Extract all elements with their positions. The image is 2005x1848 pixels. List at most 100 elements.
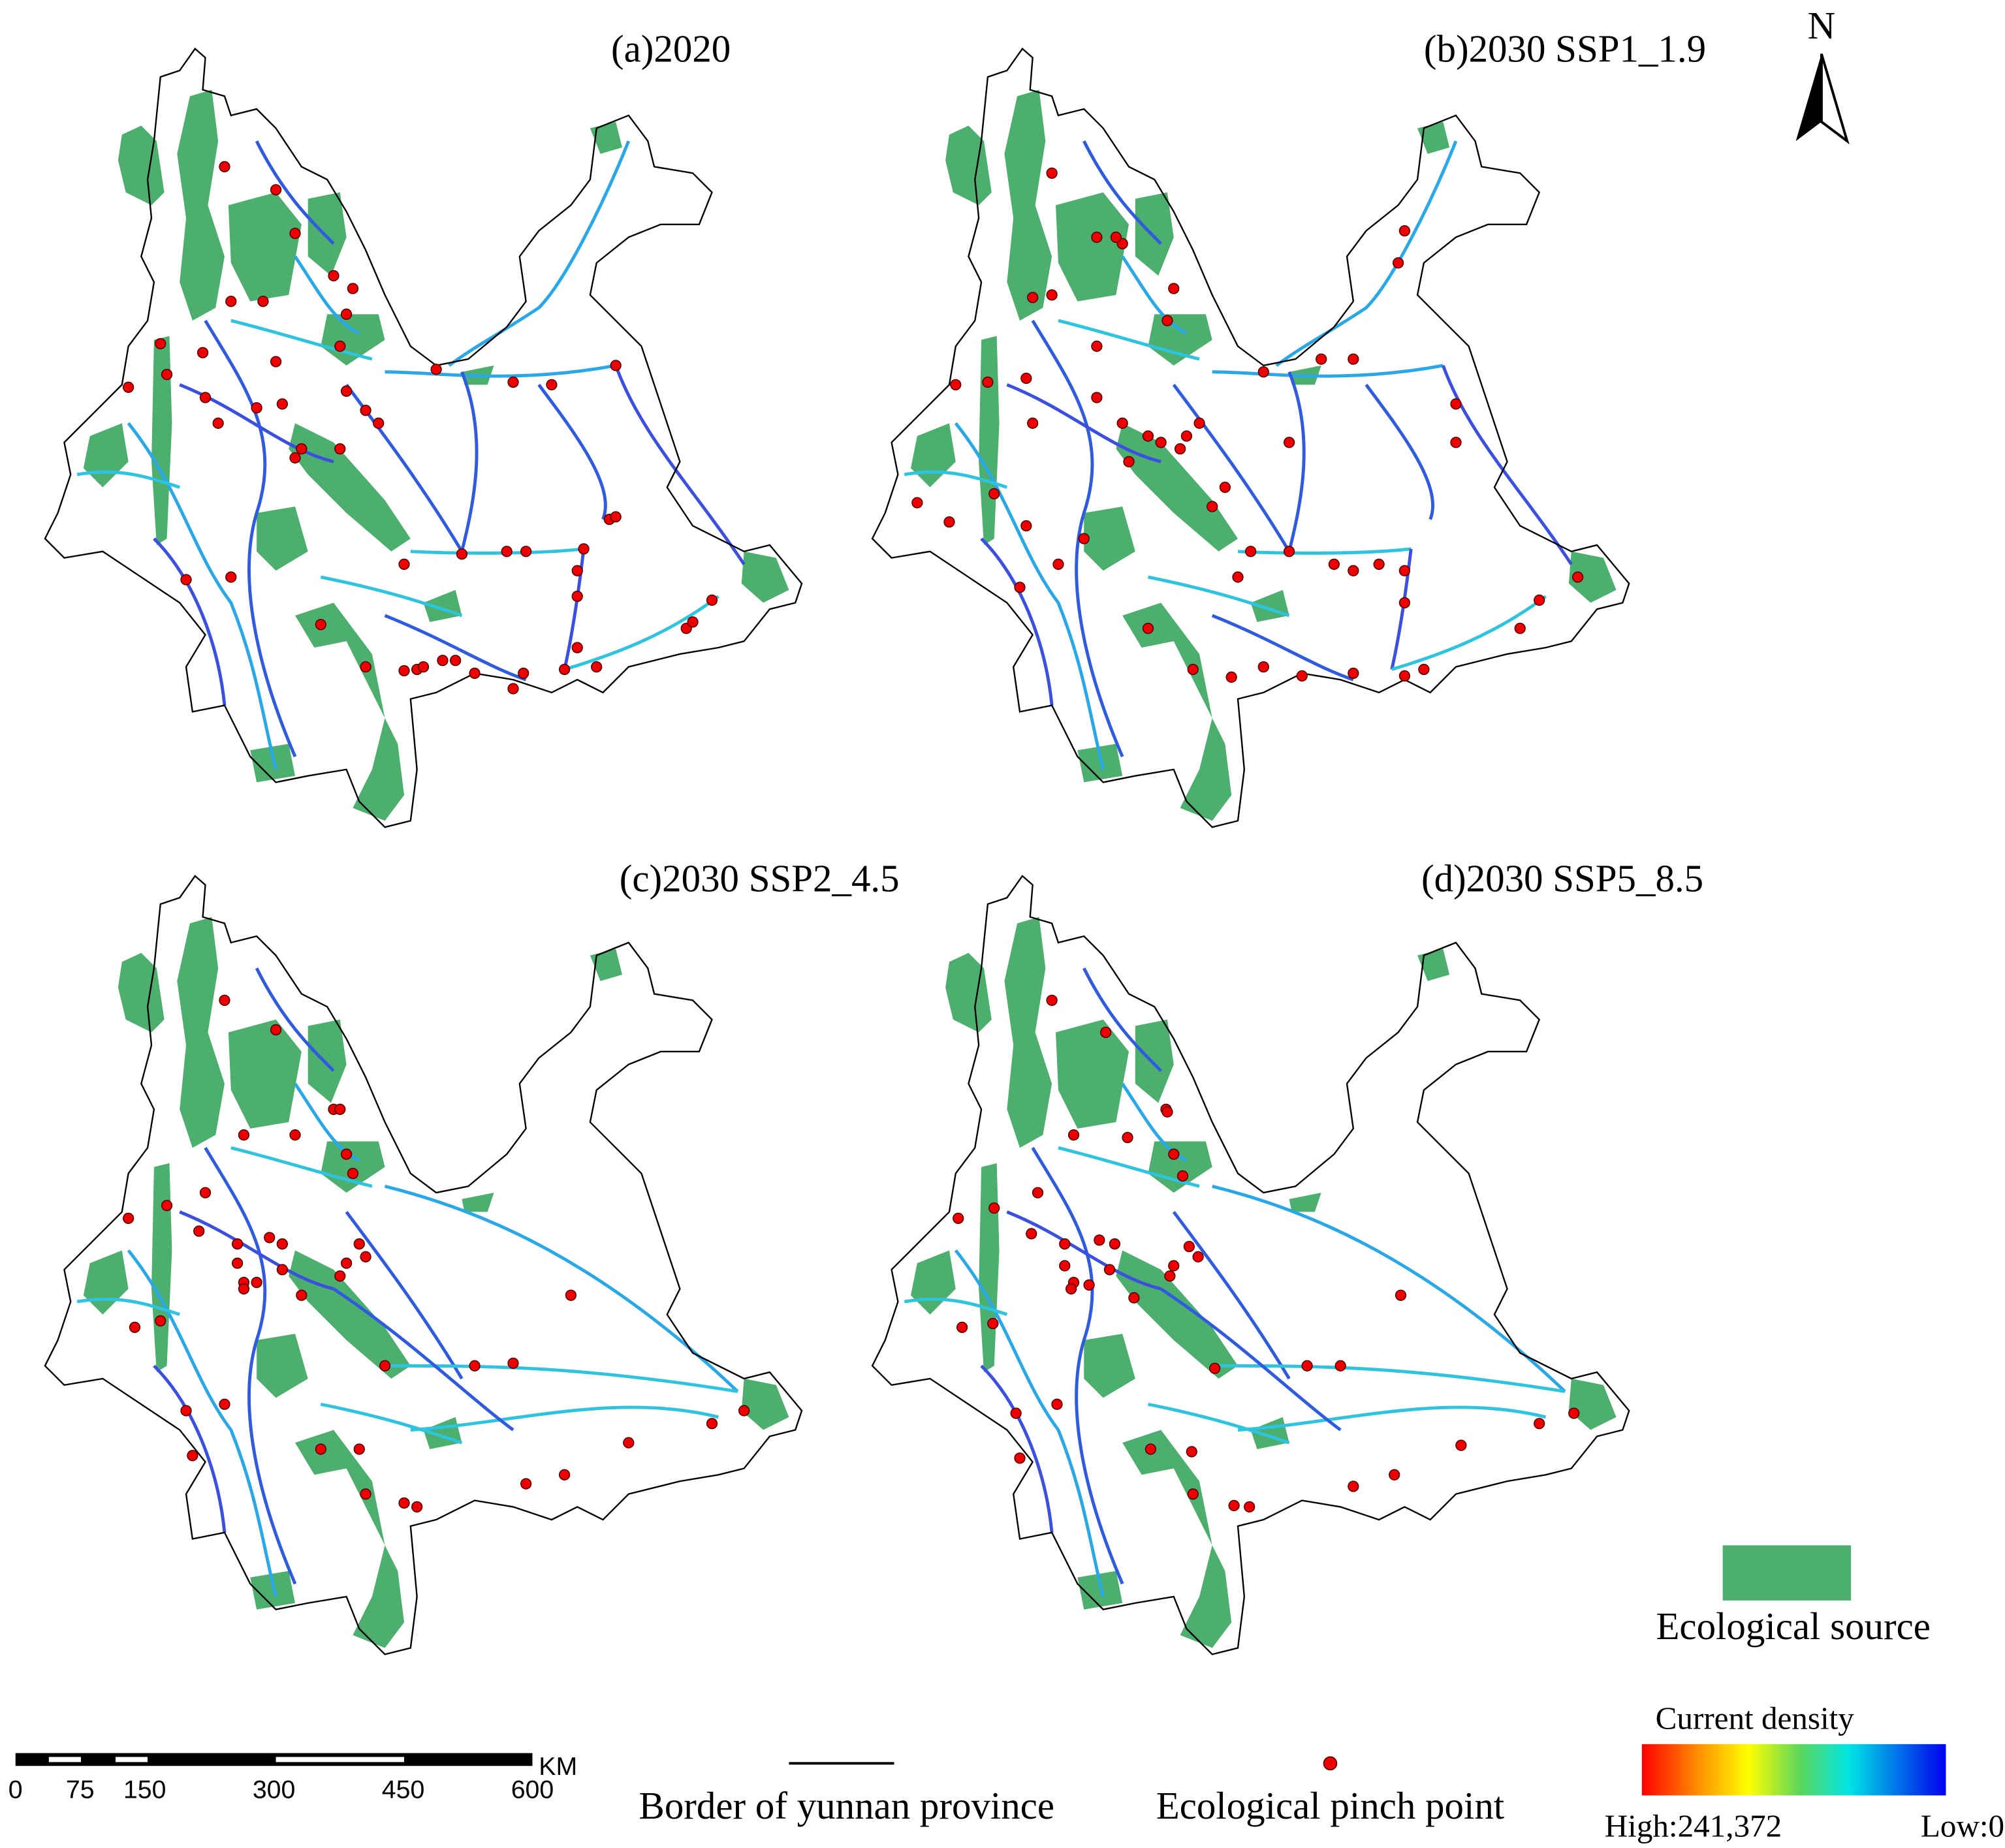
pinch-point	[738, 1405, 750, 1417]
pinch-point	[911, 497, 923, 509]
pinch-point	[1046, 994, 1058, 1007]
pinch-point	[289, 452, 301, 464]
pinch-point	[571, 642, 583, 653]
pinch-point	[1122, 1131, 1133, 1144]
pinch-point	[398, 558, 410, 571]
pinch-point	[1032, 1187, 1044, 1198]
pinch-point	[315, 619, 326, 631]
pinch-point	[1348, 353, 1359, 365]
pinch-point	[1207, 501, 1218, 512]
scale-bar: KM 0 75 150 300 450 600	[8, 1752, 577, 1804]
pinch-point	[1225, 671, 1237, 683]
scale-unit: KM	[539, 1752, 577, 1781]
pinch-point	[520, 546, 532, 557]
pinch-point	[411, 1501, 423, 1513]
pinch-point	[687, 616, 699, 628]
pinch-point	[1100, 1026, 1112, 1039]
pinch-point	[1014, 582, 1026, 593]
pinch-point	[328, 270, 339, 282]
pinch-point	[340, 308, 353, 320]
pinch-point	[1174, 443, 1186, 455]
pinch-point	[988, 1202, 1000, 1214]
pinch-point	[1283, 546, 1295, 557]
pinch-point	[289, 1129, 301, 1141]
pinch-point	[706, 594, 718, 606]
pinch-point	[1128, 1292, 1140, 1304]
pinch-point	[1187, 663, 1199, 676]
pinch-point	[1232, 571, 1244, 583]
pinch-point	[1257, 661, 1269, 673]
pinch-point	[1395, 1289, 1407, 1301]
pinch-point	[1348, 1480, 1359, 1492]
pinch-point	[225, 571, 237, 583]
pinch-point	[251, 1276, 262, 1289]
pinch-point	[1051, 1398, 1063, 1410]
pinch-point	[1059, 1260, 1071, 1272]
pinch-point	[988, 488, 1000, 500]
legend-low: Low:0	[1921, 1808, 2004, 1843]
pinch-point	[353, 1443, 365, 1455]
pinch-point	[1110, 231, 1122, 243]
pinch-point	[276, 1238, 289, 1250]
pinch-point	[1296, 670, 1308, 681]
pinch-point	[558, 663, 571, 676]
pinch-point	[373, 417, 385, 429]
pinch-point	[1155, 437, 1167, 448]
pinch-point	[1398, 225, 1411, 237]
pinch-point	[1316, 353, 1327, 365]
pinch-point	[1187, 1488, 1199, 1500]
pinch-point	[1142, 623, 1154, 634]
pinch-point	[1094, 1234, 1105, 1246]
pinch-point	[1168, 1148, 1180, 1160]
pinch-point	[1026, 1228, 1037, 1240]
pinch-point	[1392, 257, 1404, 269]
pinch-point	[417, 661, 430, 673]
pinch-point	[1123, 456, 1135, 467]
pinch-point	[1083, 1279, 1095, 1291]
pinch-point	[360, 405, 371, 416]
pinch-point	[1145, 1443, 1157, 1455]
source-swatch	[1722, 1545, 1852, 1601]
pinch-point	[219, 994, 230, 1007]
pinch-point	[449, 655, 462, 666]
pinch-point	[1046, 167, 1058, 179]
pinch-point	[1208, 1362, 1221, 1374]
pinch-point	[610, 511, 622, 523]
pinch-point	[1180, 430, 1193, 442]
pinch-point	[456, 548, 468, 560]
pinch-point	[1067, 1129, 1080, 1141]
pinch-point	[1065, 1283, 1077, 1295]
legend-high: High:241,372	[1605, 1808, 1782, 1843]
ecological-source	[911, 89, 1617, 821]
scale-label: 75	[66, 1775, 95, 1804]
pinch-point	[1014, 1452, 1026, 1464]
scale-label: 150	[123, 1775, 166, 1804]
pinch-point	[507, 1357, 519, 1370]
pinch-point	[251, 402, 262, 414]
pinch-point	[1186, 1446, 1197, 1458]
corridors-east	[1161, 1186, 1565, 1430]
pinch-point	[565, 1289, 577, 1301]
pinch-point	[430, 364, 442, 375]
pinch-point	[1161, 1106, 1173, 1118]
pinch-point	[1142, 430, 1154, 442]
legend-pinch: Ecological pinch point	[1156, 1784, 1505, 1827]
pinch-point	[1091, 392, 1103, 403]
pinch-point	[1283, 437, 1295, 448]
panel-title: (b)2030 SSP1_1.9	[1424, 27, 1706, 70]
pinch-point	[1245, 546, 1257, 557]
pinch-point	[1398, 565, 1411, 576]
pinch-point	[1052, 558, 1064, 571]
pinch-point	[956, 1321, 968, 1334]
pinch-point	[231, 1257, 244, 1269]
pinch-point	[334, 1270, 346, 1282]
pinch-point	[706, 1418, 718, 1430]
pinch-point	[334, 340, 346, 352]
pinch-point	[257, 296, 269, 307]
pinch-point	[1450, 398, 1462, 410]
pinch-point	[270, 356, 282, 368]
pinch-point	[1571, 571, 1584, 583]
pinch-point	[578, 543, 590, 555]
pinch-point	[1219, 481, 1231, 493]
